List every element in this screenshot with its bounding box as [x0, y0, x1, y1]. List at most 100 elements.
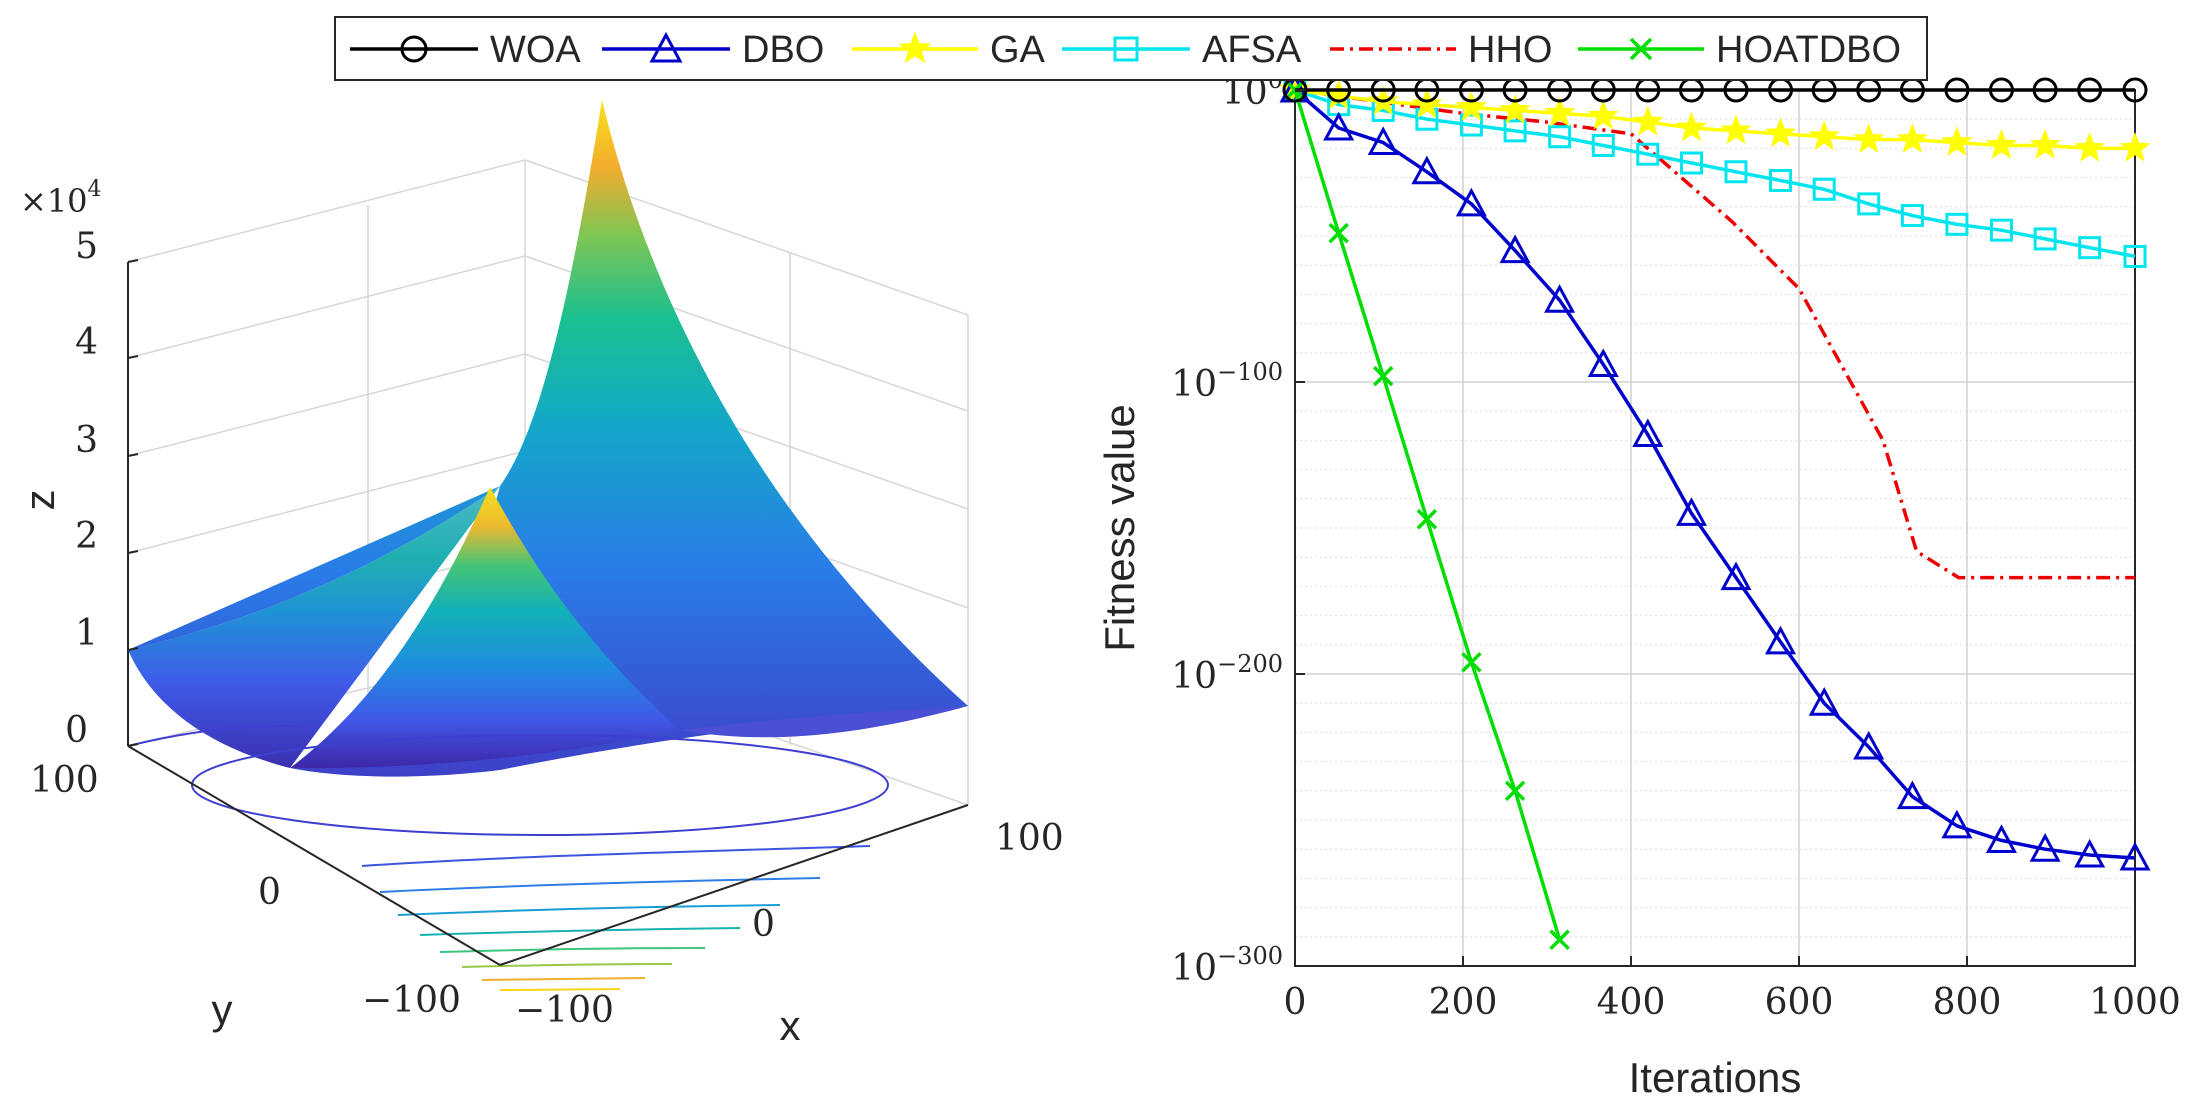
legend-entry-afsa: AFSA — [1062, 29, 1302, 71]
square-marker — [1679, 151, 1703, 175]
triangle-marker — [1323, 111, 1355, 141]
z-axis-label: z — [16, 490, 63, 511]
star-marker — [1853, 123, 1885, 153]
z-tick-marks — [127, 259, 139, 747]
square-marker — [2033, 227, 2057, 251]
triangle-marker — [1367, 126, 1399, 156]
x-tick-100: 100 — [995, 818, 1064, 859]
square-marker — [1945, 212, 1969, 236]
square-marker — [1548, 125, 1572, 149]
triangle-marker — [1853, 730, 1885, 760]
star-marker — [1587, 99, 1619, 130]
z-tick-2: 2 — [75, 516, 98, 557]
legend-label: AFSA — [1202, 29, 1302, 71]
series-line-dbo — [1293, 88, 2136, 860]
square-marker — [1724, 160, 1748, 184]
triangle-marker — [1765, 625, 1797, 655]
y-axis-label: y — [212, 986, 233, 1033]
x-marker — [1416, 509, 1438, 530]
star-marker — [1808, 120, 1840, 151]
triangle-marker — [1455, 187, 1487, 217]
square-marker — [1812, 177, 1836, 201]
legend-entry-ga: GA — [852, 29, 1046, 71]
triangle-marker — [1896, 780, 1928, 810]
circle-marker — [1988, 77, 2014, 103]
triangle-marker — [1941, 809, 1973, 839]
star-marker — [1543, 96, 1576, 127]
z-tick-1: 1 — [75, 613, 98, 654]
z-tick-4: 4 — [75, 322, 98, 363]
square-marker — [1857, 192, 1881, 216]
series-layer — [1279, 73, 2151, 950]
iterations-tick-label: 200 — [1429, 982, 1498, 1023]
legend-entry-woa: WOA — [350, 29, 581, 71]
square-marker — [1989, 218, 2013, 242]
y-tick-0: 0 — [258, 872, 281, 913]
star-marker — [1764, 117, 1797, 148]
z-tick-0: 0 — [65, 710, 88, 751]
fitness-tick-label: 10−100 — [1171, 358, 1283, 405]
surface-back-left — [128, 486, 500, 768]
surface-base-axes — [127, 262, 969, 966]
triangle-marker — [1499, 234, 1531, 264]
legend-entry-hho: HHO — [1330, 29, 1552, 71]
surface-front-peak — [290, 487, 680, 769]
x-marker — [1461, 652, 1482, 673]
x-marker — [1629, 37, 1653, 61]
square-marker — [2123, 244, 2147, 268]
star-marker — [1499, 93, 1531, 124]
x-marker — [1504, 780, 1526, 802]
x-marker — [1328, 222, 1349, 244]
square-marker — [1459, 113, 1483, 137]
triangle-marker — [1632, 418, 1664, 448]
series-line-hoatdbo — [1293, 89, 1562, 941]
star-marker — [2074, 131, 2106, 162]
y-tick-neg100: −100 — [362, 980, 461, 1021]
square-marker — [2078, 236, 2102, 260]
star-marker — [1985, 129, 2018, 159]
circle-marker — [1944, 77, 1970, 103]
star-marker — [1411, 88, 1443, 118]
star-marker — [898, 31, 932, 64]
iterations-tick-label: 800 — [1933, 982, 2002, 1023]
triangle-marker — [2119, 841, 2151, 871]
star-marker — [1941, 126, 1973, 156]
surface-right-fold — [680, 706, 968, 738]
x-marker — [1549, 929, 1570, 950]
circle-marker — [2122, 77, 2148, 103]
z-multiplier: ×104 — [20, 177, 102, 220]
series-hoatdbo — [1284, 79, 1570, 950]
iterations-tick-label: 600 — [1765, 982, 1834, 1023]
legend-label: DBO — [742, 29, 824, 71]
legend-entry-dbo: DBO — [602, 29, 824, 71]
series-line-afsa — [1294, 88, 2136, 259]
circle-marker — [2032, 77, 2058, 103]
x-marker — [1372, 365, 1394, 387]
legend-label: GA — [990, 29, 1046, 71]
triangle-marker — [2029, 833, 2061, 862]
circle-marker — [2077, 77, 2103, 103]
triangle-marker — [1985, 824, 2017, 853]
iterations-tick-label: 400 — [1597, 982, 1666, 1023]
chart-grid — [1295, 89, 2135, 967]
triangle-marker — [1720, 561, 1752, 591]
x-tick-neg100: −100 — [515, 990, 614, 1031]
star-marker — [2119, 131, 2151, 162]
z-tick-5: 5 — [75, 226, 98, 267]
legend-label: WOA — [490, 29, 581, 71]
fitness-axis-label: Fitness value — [1096, 404, 1143, 651]
z-tick-labels: 0 1 2 3 4 5 — [65, 226, 98, 751]
star-marker — [1896, 123, 1929, 153]
star-marker — [2029, 129, 2061, 159]
iterations-axis-label: Iterations — [1629, 1054, 1802, 1101]
legend-label: HOATDBO — [1716, 29, 1901, 71]
legend: WOA DBO GA AFSA HHO HOATDBO — [334, 16, 1928, 81]
series-woa — [1282, 77, 2148, 103]
square-marker — [1636, 142, 1660, 166]
legend-entry-hoatdbo: HOATDBO — [1578, 29, 1901, 71]
x-tick-0: 0 — [752, 904, 775, 945]
star-marker — [1455, 91, 1488, 121]
